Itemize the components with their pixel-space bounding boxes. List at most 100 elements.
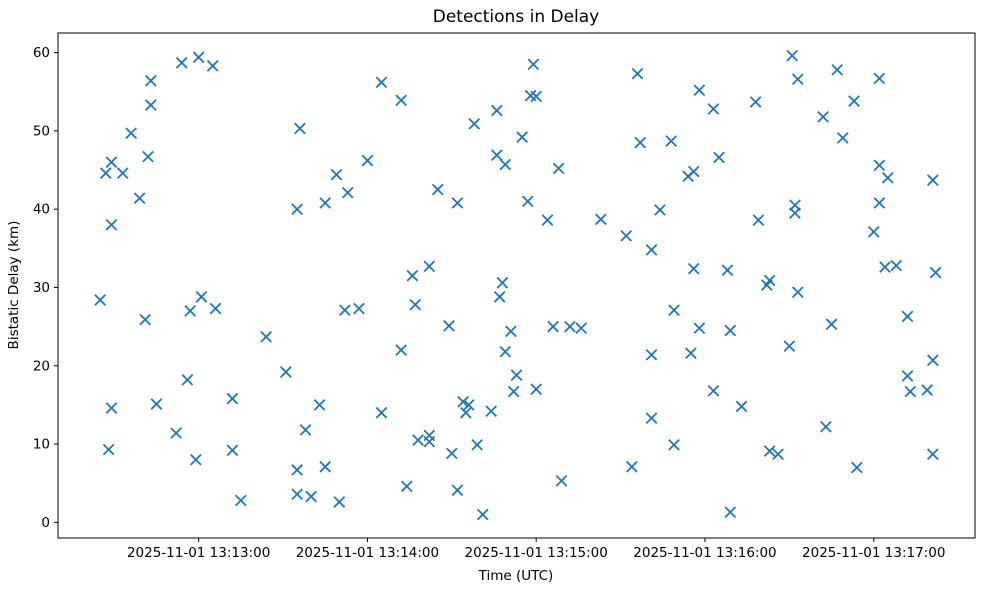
data-point-marker bbox=[460, 406, 472, 419]
data-point-marker bbox=[510, 369, 523, 381]
data-point-marker bbox=[926, 448, 939, 461]
data-point-marker bbox=[142, 150, 154, 163]
data-point-marker bbox=[789, 207, 801, 219]
data-point-marker bbox=[102, 443, 115, 456]
data-point-marker bbox=[175, 56, 188, 69]
data-point-marker bbox=[848, 95, 860, 107]
data-point-marker bbox=[831, 63, 844, 76]
data-point-marker bbox=[499, 345, 512, 358]
data-point-marker bbox=[645, 348, 658, 361]
y-axis-label: Bistatic Delay (km) bbox=[6, 221, 22, 350]
data-point-marker bbox=[901, 370, 914, 382]
data-point-marker bbox=[634, 136, 647, 149]
data-point-marker bbox=[763, 445, 776, 457]
data-point-marker bbox=[294, 122, 306, 135]
x-tick-label: 2025-11-01 13:13:00 bbox=[127, 545, 270, 561]
data-point-marker bbox=[299, 424, 312, 436]
data-point-marker bbox=[375, 406, 388, 419]
x-tick-label: 2025-11-01 13:14:00 bbox=[296, 545, 439, 561]
data-point-marker bbox=[687, 262, 700, 275]
data-point-marker bbox=[685, 347, 697, 360]
data-point-marker bbox=[445, 447, 458, 460]
data-point-marker bbox=[783, 340, 796, 353]
data-point-marker bbox=[682, 170, 694, 183]
data-point-marker bbox=[280, 366, 292, 378]
data-point-marker bbox=[921, 384, 934, 396]
data-point-marker bbox=[313, 399, 326, 411]
y-tick-label: 60 bbox=[33, 45, 50, 61]
y-tick-label: 50 bbox=[33, 123, 50, 139]
data-point-marker bbox=[490, 149, 503, 161]
data-point-marker bbox=[105, 156, 118, 169]
data-point-marker bbox=[786, 49, 798, 62]
data-point-marker bbox=[851, 461, 863, 474]
data-point-marker bbox=[724, 324, 737, 337]
data-point-marker bbox=[721, 264, 734, 277]
data-point-marker bbox=[423, 260, 436, 273]
data-point-marker bbox=[555, 475, 568, 487]
data-point-marker bbox=[904, 385, 917, 398]
data-point-marker bbox=[431, 183, 444, 196]
data-point-marker bbox=[575, 322, 588, 335]
data-point-marker bbox=[423, 435, 436, 448]
data-point-marker bbox=[505, 325, 517, 338]
data-point-marker bbox=[552, 162, 565, 175]
data-point-marker bbox=[836, 132, 849, 144]
data-point-marker bbox=[867, 226, 880, 238]
data-point-marker bbox=[353, 302, 365, 315]
data-point-marker bbox=[235, 494, 247, 507]
data-point-marker bbox=[772, 448, 784, 461]
data-point-marker bbox=[493, 291, 506, 303]
x-tick-label: 2025-11-01 13:16:00 bbox=[633, 545, 776, 561]
data-point-marker bbox=[625, 460, 638, 473]
data-point-marker bbox=[890, 259, 903, 272]
data-point-marker bbox=[409, 298, 422, 311]
data-point-marker bbox=[530, 90, 543, 103]
data-point-marker bbox=[139, 313, 152, 326]
data-points bbox=[94, 49, 942, 521]
data-point-marker bbox=[631, 67, 644, 80]
data-point-marker bbox=[457, 395, 469, 408]
data-point-marker bbox=[873, 197, 886, 209]
x-tick-label: 2025-11-01 13:15:00 bbox=[464, 545, 607, 561]
data-point-marker bbox=[341, 186, 354, 199]
data-point-marker bbox=[668, 438, 680, 451]
data-point-marker bbox=[291, 464, 303, 476]
data-point-marker bbox=[406, 269, 419, 282]
data-point-marker bbox=[901, 310, 914, 323]
data-point-marker bbox=[620, 229, 633, 242]
y-tick-label: 40 bbox=[33, 202, 50, 218]
data-point-marker bbox=[763, 274, 776, 287]
data-point-marker bbox=[451, 484, 464, 497]
data-point-marker bbox=[375, 76, 388, 89]
data-point-marker bbox=[791, 286, 804, 298]
data-point-marker bbox=[192, 51, 205, 64]
data-point-marker bbox=[879, 261, 891, 273]
data-point-marker bbox=[485, 405, 498, 417]
chart-title: Detections in Delay bbox=[433, 7, 600, 27]
data-point-marker bbox=[105, 218, 118, 231]
y-tick-label: 10 bbox=[33, 437, 50, 453]
data-point-marker bbox=[291, 203, 303, 215]
x-tick-label: 2025-11-01 13:17:00 bbox=[802, 545, 945, 561]
data-point-marker bbox=[462, 399, 475, 411]
data-point-marker bbox=[499, 158, 512, 171]
data-point-marker bbox=[645, 244, 658, 256]
data-point-marker bbox=[305, 490, 317, 503]
data-point-marker bbox=[181, 374, 194, 386]
data-point-marker bbox=[395, 344, 408, 356]
y-tick-label: 0 bbox=[41, 515, 50, 531]
data-point-marker bbox=[724, 506, 737, 518]
y-axis-ticks: 0 10 20 30 40 50 60 bbox=[33, 45, 58, 531]
data-point-marker bbox=[668, 304, 680, 316]
data-point-marker bbox=[125, 127, 137, 140]
data-point-marker bbox=[735, 400, 748, 413]
data-point-marker bbox=[527, 58, 540, 71]
plot-area-border bbox=[57, 32, 976, 539]
data-point-marker bbox=[873, 72, 886, 85]
data-point-marker bbox=[116, 167, 129, 179]
data-point-marker bbox=[451, 197, 464, 209]
x-axis-label: Time (UTC) bbox=[478, 568, 554, 584]
